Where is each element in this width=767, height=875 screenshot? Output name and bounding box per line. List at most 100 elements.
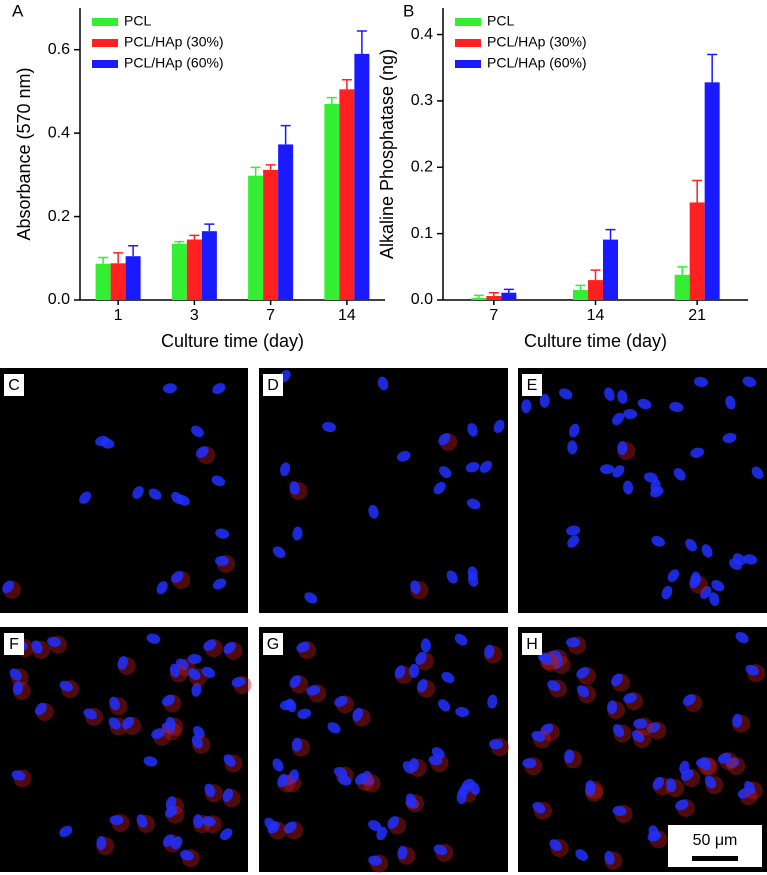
micrograph-bg [259, 368, 508, 613]
nucleus [327, 722, 341, 734]
y-axis-label: Absorbance (570 nm) [14, 67, 34, 240]
nucleus [387, 816, 400, 829]
nucleus [604, 850, 615, 865]
nucleus [394, 665, 406, 679]
nucleus [711, 579, 725, 592]
micrograph-bg [0, 368, 248, 613]
nucleus [709, 592, 720, 607]
nucleus [170, 836, 183, 850]
error-bar [605, 228, 616, 240]
nucleus [146, 633, 161, 644]
panel-label-bg [522, 374, 542, 396]
nucleus [682, 694, 696, 706]
y-tick-label: 0.4 [48, 124, 70, 141]
nucleus [487, 694, 498, 709]
panel-label-bg [263, 633, 283, 655]
nucleus [409, 663, 420, 678]
nucleus [279, 699, 294, 711]
nucleus [191, 735, 203, 749]
nucleus [722, 432, 737, 444]
nucleus [148, 488, 162, 500]
micrograph: G [259, 627, 510, 873]
legend-swatch [92, 39, 118, 47]
nucleus [204, 783, 216, 798]
bar [689, 202, 705, 300]
x-axis-label: Culture time (day) [524, 331, 667, 351]
nucleus [431, 747, 445, 759]
error-bar [473, 294, 484, 299]
nucleus [661, 585, 673, 600]
nucleus [352, 707, 364, 722]
nucleus [396, 451, 411, 462]
nucleus [576, 685, 590, 698]
nucleus [433, 481, 446, 495]
legend-label: PCL [124, 13, 151, 29]
x-tick-label: 3 [190, 307, 199, 324]
nucleus [651, 535, 665, 547]
y-tick-label: 0.2 [411, 158, 433, 175]
nucleus [95, 435, 110, 447]
error-bar [128, 245, 139, 257]
legend-swatch [92, 18, 118, 26]
nucleus [650, 479, 661, 493]
y-tick-label: 0.0 [411, 291, 433, 308]
nucleus [231, 676, 246, 688]
nucleus [79, 491, 92, 504]
nucleus [547, 680, 561, 692]
nucleus [521, 399, 532, 414]
nucleus [215, 528, 230, 539]
nucleus [479, 460, 493, 473]
panel-label: C [8, 377, 20, 394]
nucleus [433, 844, 448, 856]
bar [171, 243, 187, 300]
nucleus [646, 722, 661, 733]
nucleus [465, 462, 480, 473]
scale-bar [692, 856, 738, 861]
panel-label: D [267, 377, 279, 394]
nucleus [745, 664, 759, 676]
nucleus [264, 817, 277, 831]
nucleus [420, 638, 431, 653]
nucleus [612, 724, 625, 738]
nucleus [652, 776, 664, 790]
nucleus [296, 641, 310, 653]
legend-swatch [455, 60, 481, 68]
nucleus [566, 637, 581, 648]
nucleus [338, 774, 352, 786]
nucleus [165, 716, 176, 731]
nucleus [441, 671, 455, 684]
nucleus [187, 653, 202, 664]
nucleus [631, 730, 645, 743]
nucleus [213, 578, 227, 590]
nucleus [222, 788, 234, 803]
nucleus [700, 757, 711, 771]
nucleus [467, 423, 478, 437]
nucleus [466, 498, 481, 510]
nucleus [122, 716, 135, 730]
error-bar [692, 179, 703, 203]
nucleus [576, 667, 590, 679]
nucleus [612, 465, 625, 478]
nucleus [539, 393, 550, 408]
nucleus [12, 681, 23, 696]
error-bar [503, 288, 514, 293]
error-bar [326, 96, 337, 104]
micrograph: C [0, 368, 248, 613]
nucleus [377, 376, 389, 391]
legend-swatch [455, 18, 481, 26]
legend-label: PCL/HAp (30%) [487, 34, 587, 50]
nucleus [161, 694, 175, 706]
nucleus [643, 472, 658, 483]
nucleus [195, 446, 209, 458]
nucleus [410, 580, 421, 594]
nucleus [552, 654, 563, 669]
nucleus [675, 799, 689, 811]
error-bar [488, 291, 499, 297]
error-bar [356, 30, 367, 54]
nucleus [484, 644, 495, 659]
panel-label: H [526, 636, 538, 653]
micrograph: D [259, 368, 508, 613]
nucleus [701, 544, 713, 558]
error-bar [204, 223, 215, 232]
nucleus [685, 538, 697, 552]
